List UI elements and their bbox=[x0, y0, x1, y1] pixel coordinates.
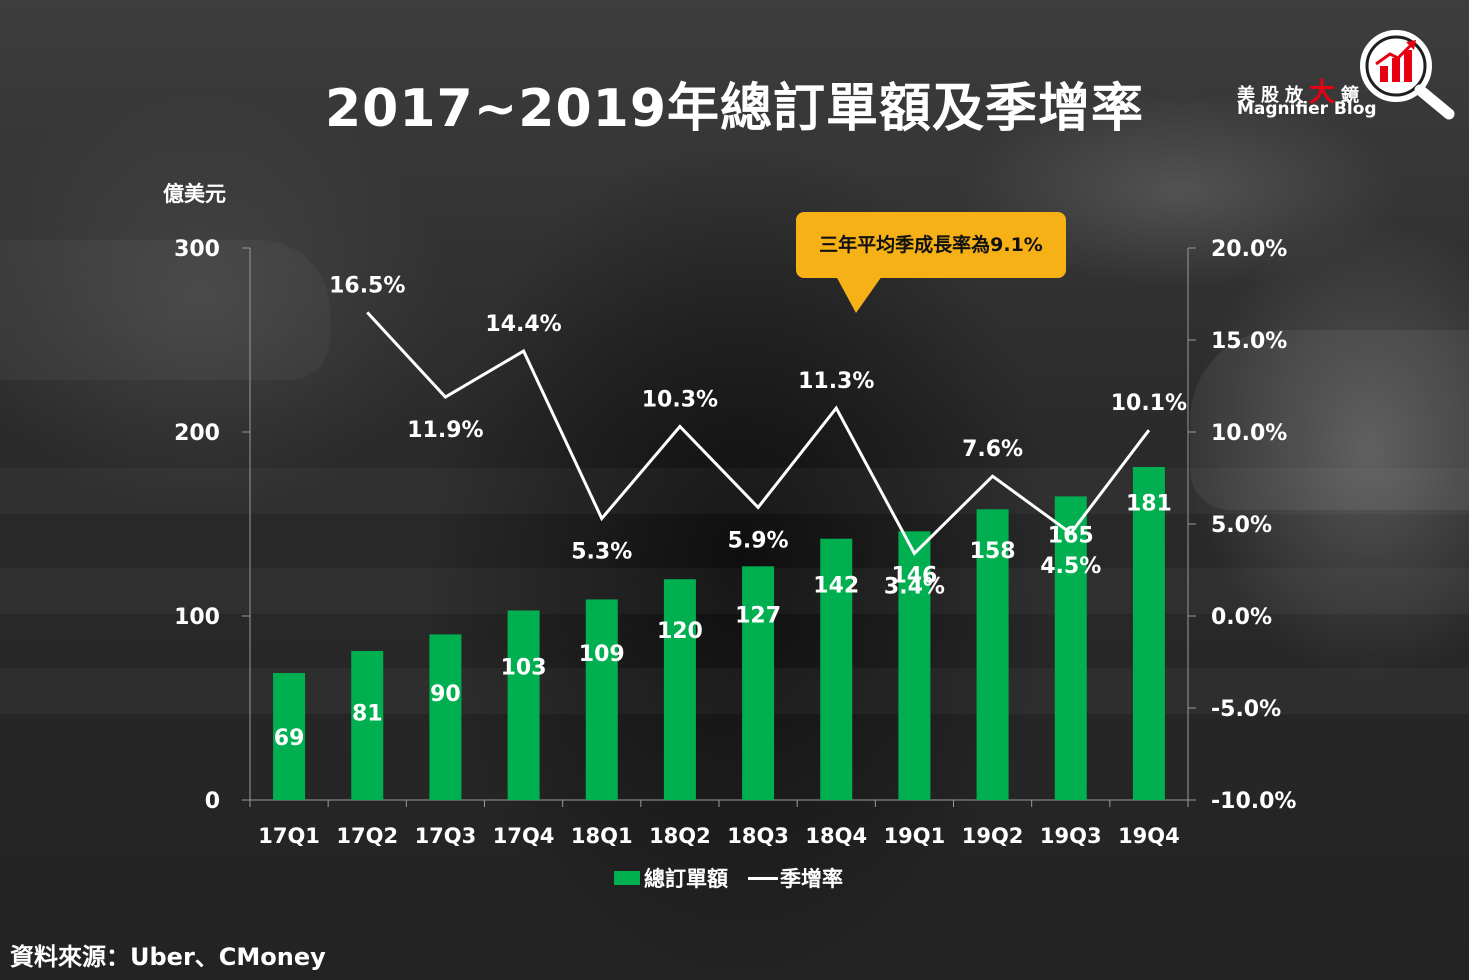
bar-value-label: 146 bbox=[891, 564, 937, 589]
bar-value-label: 142 bbox=[813, 574, 859, 599]
y-left-tick-label: 300 bbox=[174, 237, 220, 262]
bar bbox=[585, 599, 618, 800]
bar-value-label: 165 bbox=[1048, 523, 1094, 548]
x-tick-label: 19Q3 bbox=[1040, 824, 1102, 848]
bar-value-label: 120 bbox=[657, 619, 703, 644]
bar-value-label: 103 bbox=[501, 656, 547, 681]
bar-value-label: 127 bbox=[735, 604, 781, 629]
x-tick-label: 17Q2 bbox=[336, 824, 398, 848]
legend-line-swatch bbox=[748, 876, 778, 880]
y-right-tick-label: -5.0% bbox=[1211, 697, 1281, 722]
line-value-label: 7.6% bbox=[962, 437, 1023, 462]
x-tick-label: 17Q1 bbox=[258, 824, 320, 848]
x-tick-label: 18Q1 bbox=[571, 824, 633, 848]
legend-line-label: 季增率 bbox=[780, 867, 843, 891]
line-value-label: 5.9% bbox=[728, 528, 789, 553]
chart-axes: 0 100 200 300 -10.0% -5.0% 0.0% 5.0% 10.0% 15.0% 2… bbox=[174, 237, 1296, 848]
y-left-tick-label: 100 bbox=[174, 605, 220, 630]
bar bbox=[429, 634, 462, 800]
bar-value-label: 69 bbox=[274, 726, 305, 751]
y-right-tick-label: 0.0% bbox=[1211, 605, 1272, 630]
line-value-label: 10.1% bbox=[1111, 391, 1187, 416]
bg-car bbox=[1190, 330, 1469, 510]
callout-pointer bbox=[836, 276, 882, 313]
bg-car bbox=[0, 240, 330, 380]
y-right-tick-label: -10.0% bbox=[1211, 789, 1296, 814]
page-title: 2017~2019年總訂單額及季增率 bbox=[324, 79, 1145, 139]
x-tick-label: 19Q2 bbox=[962, 824, 1024, 848]
line-value-label: 11.9% bbox=[407, 418, 483, 443]
y-right-tick-label: 15.0% bbox=[1211, 329, 1287, 354]
magnifier-chart-icon bbox=[1360, 30, 1455, 120]
bar bbox=[663, 579, 696, 800]
y-left-tick-label: 200 bbox=[174, 421, 220, 446]
line-value-label: 11.3% bbox=[798, 369, 874, 394]
bar bbox=[820, 538, 853, 800]
chart-legend: 總訂單額 季增率 bbox=[614, 863, 843, 893]
x-tick-label: 17Q3 bbox=[415, 824, 477, 848]
bar bbox=[273, 673, 306, 800]
x-tick-label: 19Q1 bbox=[884, 824, 946, 848]
logo-cn-big: 大 bbox=[1309, 78, 1342, 108]
logo-cn-post: 鏡 bbox=[1341, 85, 1366, 106]
y-axis-left-unit: 億美元 bbox=[163, 182, 226, 206]
x-tick-label: 18Q3 bbox=[727, 824, 789, 848]
bar bbox=[351, 650, 384, 800]
y-left-tick-label: 0 bbox=[205, 789, 220, 814]
average-growth-callout: 三年平均季成長率為9.1% bbox=[796, 212, 1066, 278]
line-value-label: 3.4% bbox=[884, 574, 945, 599]
bar bbox=[898, 531, 931, 800]
source-note: 資料來源：Uber、CMoney bbox=[10, 943, 326, 971]
bar bbox=[1132, 466, 1165, 800]
bar bbox=[742, 566, 775, 800]
line-value-label: 5.3% bbox=[571, 539, 632, 564]
bar-value-label: 109 bbox=[579, 642, 625, 667]
logo-text-en: Magnifier Blog bbox=[1237, 99, 1377, 119]
bar-value-label: 90 bbox=[430, 682, 461, 707]
y-right-tick-label: 10.0% bbox=[1211, 421, 1287, 446]
line-series bbox=[366, 311, 1151, 556]
line-value-label: 14.4% bbox=[485, 312, 561, 337]
growth-line bbox=[366, 311, 1151, 556]
bar-value-label: 158 bbox=[970, 539, 1016, 564]
line-value-label: 10.3% bbox=[642, 387, 718, 412]
x-tick-label: 18Q4 bbox=[805, 824, 867, 848]
bar bbox=[1054, 496, 1087, 800]
line-value-label: 16.5% bbox=[329, 273, 405, 298]
legend-bar-swatch bbox=[614, 871, 640, 885]
y-right-tick-label: 5.0% bbox=[1211, 513, 1272, 538]
x-tick-label: 18Q2 bbox=[649, 824, 711, 848]
x-tick-label: 17Q4 bbox=[493, 824, 555, 848]
line-value-label: 4.5% bbox=[1040, 554, 1101, 579]
y-right-tick-label: 20.0% bbox=[1211, 237, 1287, 262]
bar bbox=[507, 610, 540, 800]
bar-series bbox=[273, 466, 1165, 800]
bar-value-label: 181 bbox=[1126, 491, 1172, 516]
logo-cn-pre: 美股放 bbox=[1237, 85, 1309, 106]
bar bbox=[976, 509, 1009, 800]
legend-bar-label: 總訂單額 bbox=[644, 867, 728, 891]
bar-value-label: 81 bbox=[352, 701, 383, 726]
x-tick-label: 19Q4 bbox=[1118, 824, 1180, 848]
data-labels: 69 81 90 103 109 120 127 142 146 158 165 181 16.5% 11… bbox=[274, 273, 1187, 751]
logo-text-cn: 美股放大鏡 bbox=[1237, 72, 1365, 109]
